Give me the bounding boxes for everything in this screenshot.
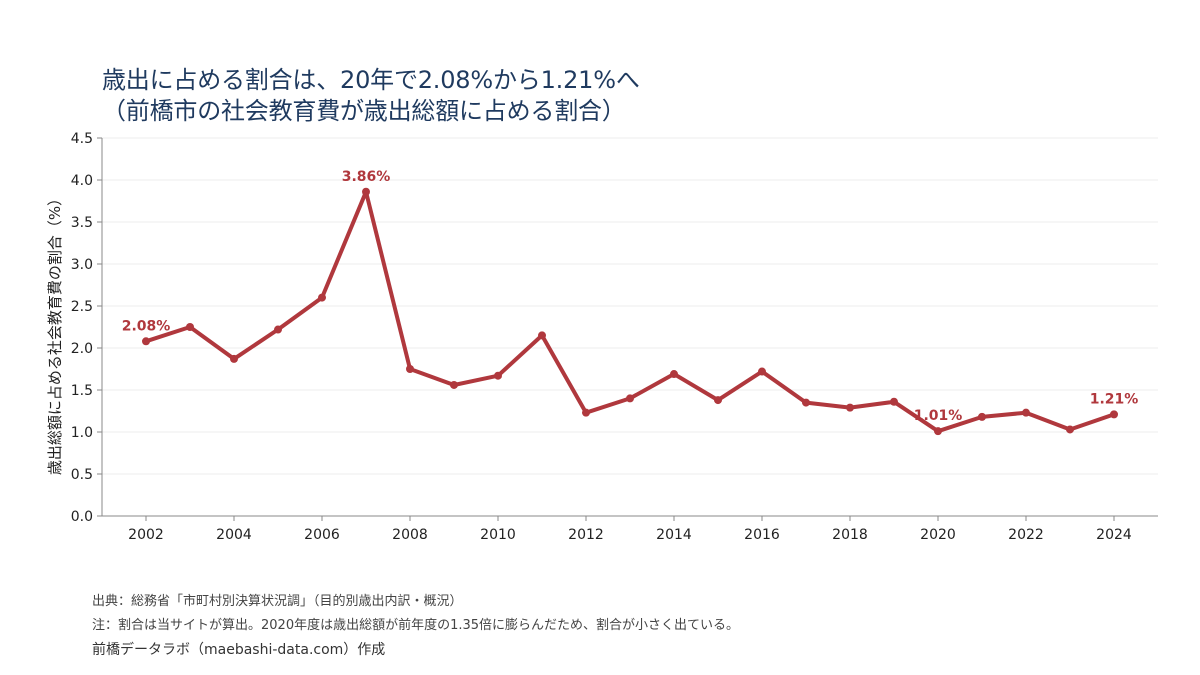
x-tick-label: 2012 (568, 527, 604, 543)
data-point (626, 394, 634, 403)
data-point (890, 397, 898, 406)
data-point (406, 365, 414, 373)
data-point (1110, 410, 1118, 419)
data-point (846, 403, 854, 412)
chart-title-line1: 歳出に占める割合は、20年で2.08%から1.21%へ (102, 66, 640, 94)
y-tick-label: 3.5 (71, 215, 93, 231)
y-tick-label: 4.5 (71, 131, 93, 147)
data-point (538, 331, 546, 340)
y-tick-label: 0.0 (71, 509, 93, 525)
y-tick-label: 0.5 (71, 467, 93, 483)
credit-line: 前橋データラボ（maebashi-data.com）作成 (92, 642, 386, 658)
data-point (714, 396, 722, 405)
y-tick-label: 1.0 (71, 425, 93, 441)
data-label: 2.08% (122, 318, 171, 334)
source-note: 出典：総務省「市町村別決算状況調」（目的別歳出内訳・概況） (92, 594, 463, 609)
data-points (142, 187, 1118, 436)
x-tick-label: 2010 (480, 527, 516, 543)
data-point (802, 398, 810, 407)
gridlines (102, 137, 1158, 517)
y-axis-ticks: 0.0 0.5 1.0 1.5 2.0 2.5 3.0 3.5 4.0 4.5 (71, 131, 102, 525)
y-axis-label: 歳出総額に占める社会教育費の割合（%） (46, 191, 64, 475)
x-tick-label: 2016 (744, 527, 780, 543)
data-point (274, 325, 282, 334)
y-tick-label: 2.0 (71, 341, 93, 357)
x-tick-label: 2014 (656, 527, 692, 543)
data-point (142, 337, 150, 346)
data-label: 3.86% (342, 169, 391, 185)
data-point (1066, 425, 1074, 434)
y-tick-label: 1.5 (71, 383, 93, 399)
y-tick-label: 3.0 (71, 257, 93, 273)
data-point (362, 187, 370, 196)
x-tick-label: 2020 (920, 527, 956, 543)
x-tick-label: 2024 (1096, 527, 1132, 543)
data-label: 1.21% (1090, 391, 1139, 407)
x-tick-label: 2004 (216, 527, 252, 543)
data-point (450, 380, 458, 389)
x-tick-label: 2022 (1008, 527, 1044, 543)
data-point (230, 354, 238, 363)
data-point (186, 323, 194, 331)
x-tick-label: 2008 (392, 527, 428, 543)
x-tick-label: 2006 (304, 527, 340, 543)
data-label: 1.01% (914, 408, 963, 424)
data-point (318, 293, 326, 302)
data-point (1022, 408, 1030, 417)
data-labels: 2.08% 3.86% 1.01% 1.21% (122, 169, 1139, 424)
x-axis-ticks: 2002 2004 2006 2008 2010 2012 2014 2016 2018 2020… (128, 516, 1132, 543)
y-tick-label: 4.0 (71, 173, 93, 189)
axes (101, 138, 1158, 517)
data-point (494, 371, 502, 380)
y-tick-label: 2.5 (71, 299, 93, 315)
data-point (670, 370, 678, 379)
data-point (934, 427, 942, 436)
data-point (582, 408, 590, 417)
footnote: 注：割合は当サイトが算出。2020年度は歳出総額が前年度の1.35倍に膨らんだた… (92, 618, 740, 633)
x-tick-label: 2002 (128, 527, 164, 543)
data-point (978, 412, 986, 421)
chart-title-line2: （前橋市の社会教育費が歳出総額に占める割合） (102, 97, 626, 125)
data-point (758, 367, 766, 376)
x-tick-label: 2018 (832, 527, 868, 543)
